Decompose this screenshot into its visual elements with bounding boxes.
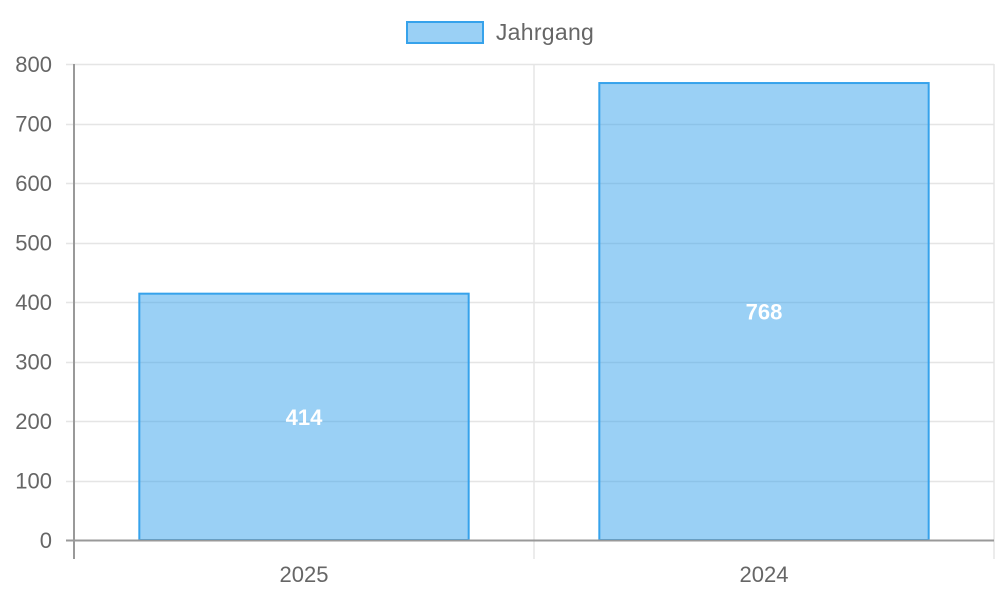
legend-label-jahrgang: Jahrgang xyxy=(495,18,595,45)
data-label-2024: 768 xyxy=(746,300,783,325)
y-tick-label: 100 xyxy=(15,469,52,494)
legend[interactable]: Jahrgang xyxy=(0,19,1000,45)
y-tick-label: 500 xyxy=(15,231,52,256)
data-labels: 414 768 xyxy=(286,300,783,430)
x-tick-label: 2024 xyxy=(740,562,789,587)
y-tick-label: 600 xyxy=(15,171,52,196)
data-label-2025: 414 xyxy=(286,405,323,430)
y-tick-label: 200 xyxy=(15,409,52,434)
y-tick-label: 400 xyxy=(15,290,52,315)
x-tick-label: 2025 xyxy=(280,562,329,587)
y-tick-label: 800 xyxy=(15,52,52,77)
bars xyxy=(138,82,930,542)
legend-swatch-jahrgang xyxy=(405,20,484,44)
y-tick-label: 300 xyxy=(15,350,52,375)
bar-2025[interactable] xyxy=(138,292,470,542)
tick-labels: 0 100 200 300 400 500 600 700 800 2025 2024 xyxy=(15,52,788,587)
axes xyxy=(66,64,994,559)
y-tick-label: 0 xyxy=(40,528,52,553)
y-tick-label: 700 xyxy=(15,112,52,137)
